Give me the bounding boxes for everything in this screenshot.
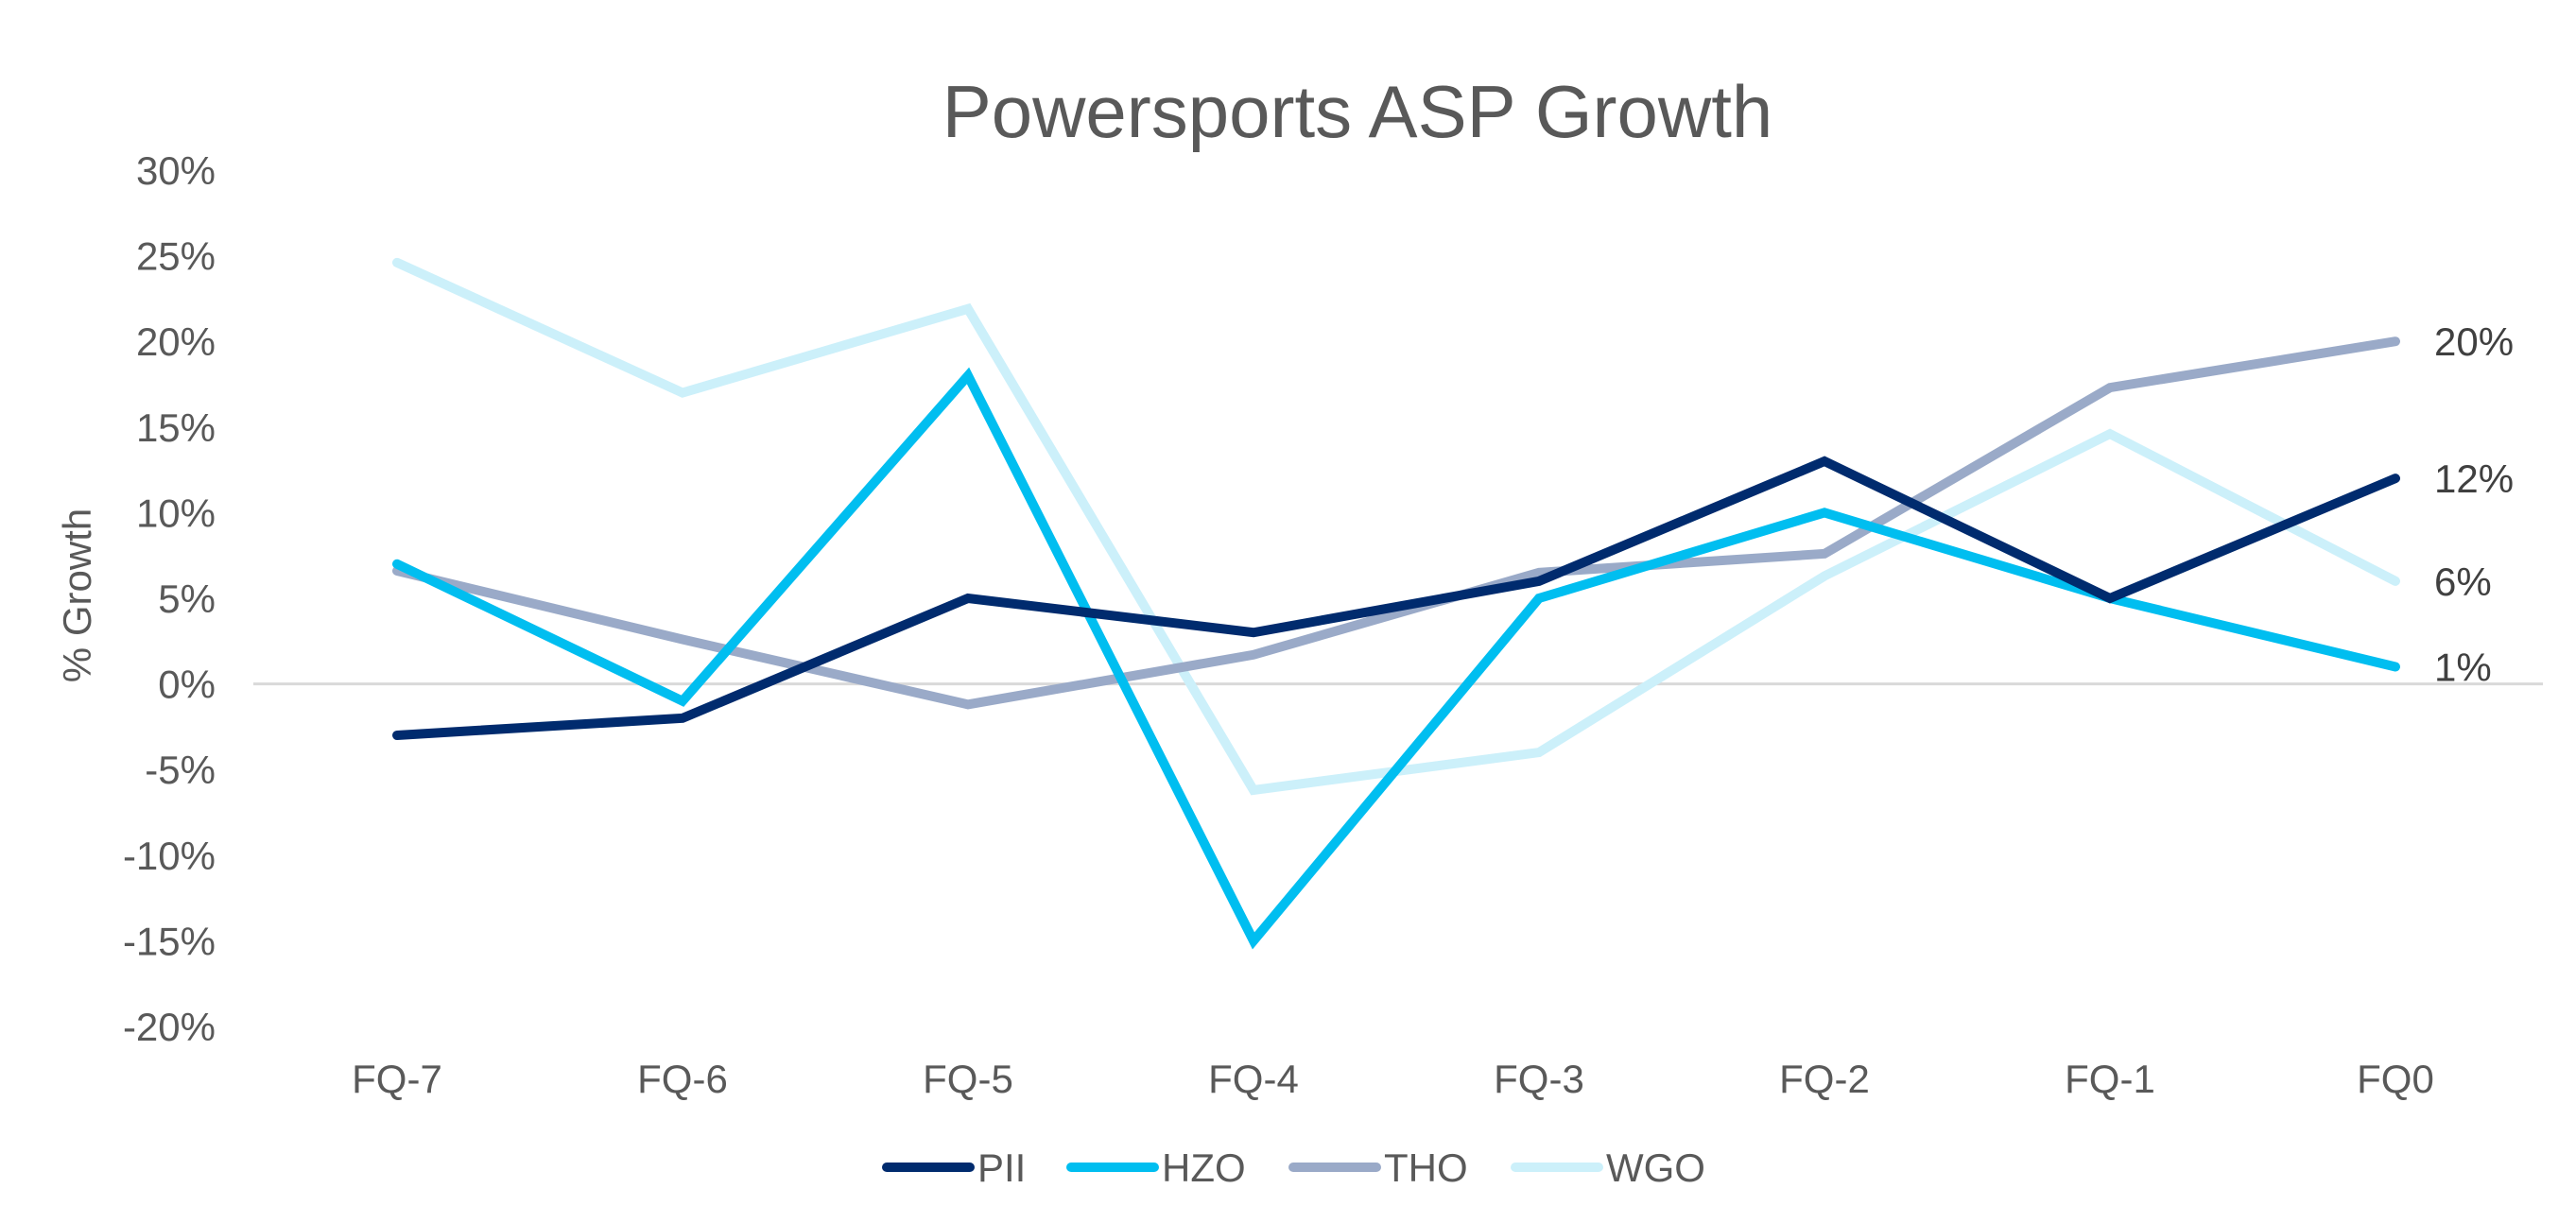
y-tick-label: 30% [136,148,216,193]
y-tick-label: -10% [123,834,216,878]
x-tick-label: FQ-3 [1494,1057,1584,1101]
series-line-hzo [392,367,2400,950]
legend-label: THO [1384,1145,1468,1190]
end-label-pii: 12% [2434,456,2514,501]
y-tick-label: 10% [136,491,216,535]
end-label-hzo: 1% [2434,645,2492,689]
end-label-tho: 20% [2434,319,2514,364]
x-tick-label: FQ-2 [1779,1057,1870,1101]
end-value-labels: 12% 1% 20% 6% [2434,319,2514,689]
y-axis-label: % Growth [55,508,99,682]
legend-item-tho[interactable]: THO [1288,1145,1468,1190]
x-tick-label: FQ-5 [923,1057,1013,1101]
legend-label: WGO [1606,1145,1705,1190]
y-tick-label: 0% [158,663,216,707]
x-tick-label: FQ-1 [2065,1057,2155,1101]
legend-label: PII [977,1145,1026,1190]
x-tick-label: FQ-7 [352,1057,442,1101]
series-lines [392,257,2400,950]
legend-item-pii[interactable]: PII [882,1145,1026,1190]
legend-item-wgo[interactable]: WGO [1511,1145,1705,1190]
x-tick-label: FQ-4 [1208,1057,1299,1101]
legend: PII HZO THO WGO [882,1145,1705,1190]
chart-title: Powersports ASP Growth [942,70,1773,153]
y-tick-label: 20% [136,319,216,364]
y-tick-label: -15% [123,919,216,963]
y-axis-ticks: 30% 25% 20% 15% 10% 5% 0% -5% -10% -15% -20% [123,148,216,1049]
y-tick-label: 5% [158,577,216,621]
series-line-pii [392,456,2400,740]
series-line-tho [392,336,2400,710]
y-tick-label: 15% [136,405,216,450]
x-axis-ticks: FQ-7 FQ-6 FQ-5 FQ-4 FQ-3 FQ-2 FQ-1 FQ0 [352,1057,2434,1101]
x-tick-label: FQ-6 [637,1057,728,1101]
legend-label: HZO [1162,1145,1246,1190]
y-tick-label: -5% [145,748,216,792]
end-label-wgo: 6% [2434,560,2492,604]
legend-item-hzo[interactable]: HZO [1066,1145,1246,1190]
y-tick-label: -20% [123,1005,216,1049]
y-tick-label: 25% [136,234,216,279]
x-tick-label: FQ0 [2357,1057,2434,1101]
